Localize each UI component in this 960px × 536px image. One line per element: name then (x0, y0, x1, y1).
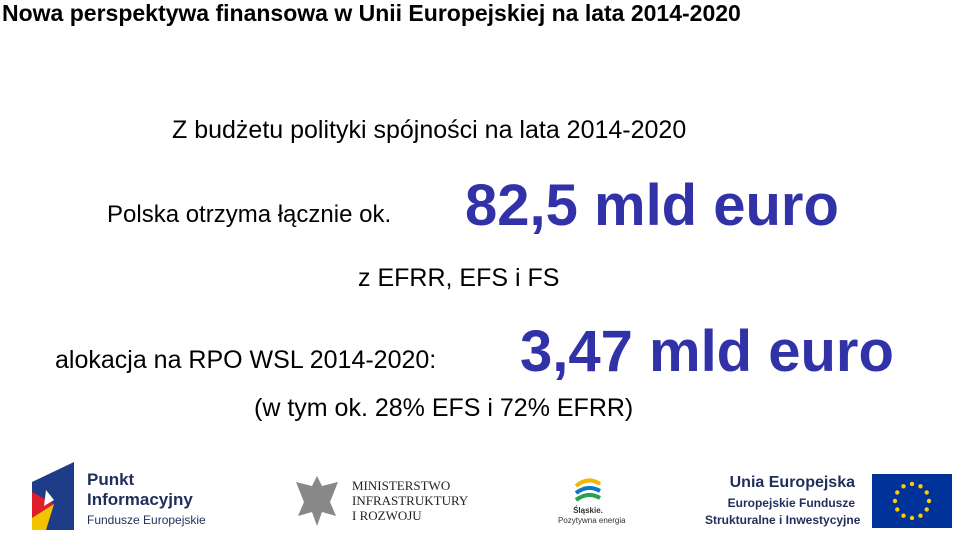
flag-star (909, 515, 915, 521)
text-line: Z budżetu polityki spójności na lata 201… (172, 116, 687, 144)
text-line: Polska otrzyma łącznie ok. (107, 201, 392, 228)
logo-text: Fundusze Europejskie (87, 513, 206, 527)
title: Nowa perspektywa finansowa w Unii Europe… (2, 0, 741, 26)
logo-mir: MINISTERSTWO INFRASTRUKTURY I ROZWOJU (352, 478, 468, 523)
logo-slaskie: Śląskie. Pozytywna energia (558, 506, 626, 526)
amount: 3,47 mld euro (520, 319, 894, 384)
logo-text: Pozytywna energia (558, 516, 626, 525)
flag-star (909, 481, 915, 487)
logo-text: Europejskie Fundusze (727, 496, 855, 510)
flag-star (926, 498, 932, 504)
logo-text: I ROZWOJU (352, 508, 422, 523)
logo-text: Unia Europejska (729, 474, 855, 491)
logo-pife: Punkt Informacyjny Fundusze Europejskie (87, 470, 206, 530)
flag-star (901, 513, 906, 518)
flag-star (918, 513, 923, 518)
flag-star (924, 490, 929, 495)
logo-text: Śląskie. (573, 506, 603, 515)
eu-flag (872, 474, 952, 528)
flag-star (892, 498, 898, 504)
flag-star (924, 507, 929, 512)
text-line: (w tym ok. 28% EFS i 72% EFRR) (254, 394, 634, 422)
logo-pife-icon (32, 462, 74, 530)
flag-star (895, 507, 900, 512)
flag-star (918, 484, 923, 489)
logo-slaskie-icon (574, 478, 602, 502)
logo-text: MINISTERSTWO (352, 478, 451, 493)
logo-text: Punkt (87, 470, 135, 489)
logo-text: INFRASTRUKTURY (352, 493, 469, 508)
flag-star (901, 484, 906, 489)
amount: 82,5 mld euro (465, 173, 839, 238)
flag-star (895, 490, 900, 495)
text-line: z EFRR, EFS i FS (358, 264, 560, 292)
logo-eagle (296, 476, 338, 526)
logo-text: Informacyjny (87, 490, 193, 509)
text-line: alokacja na RPO WSL 2014-2020: (55, 346, 437, 374)
logo-ue: Unia Europejska Europejskie Fundusze Str… (705, 474, 861, 529)
logo-text: Strukturalne i Inwestycyjne (705, 513, 861, 527)
